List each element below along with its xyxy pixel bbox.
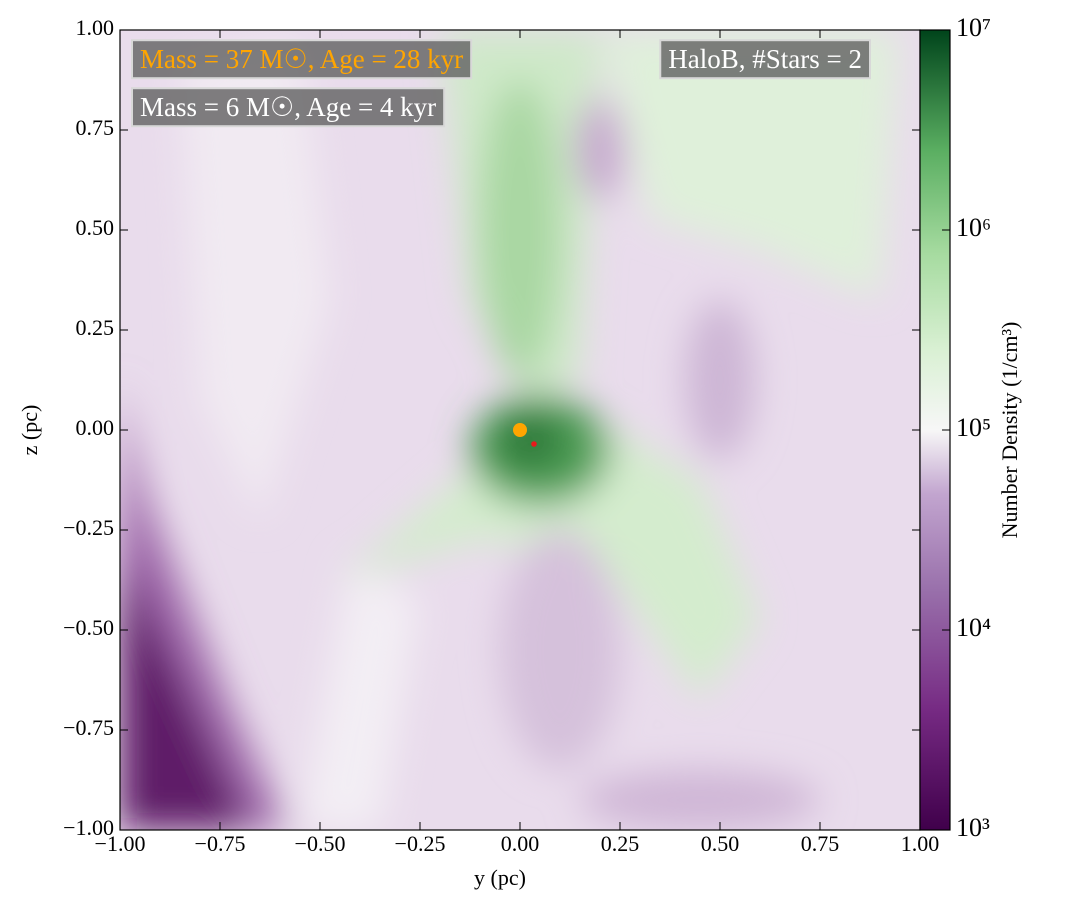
x-tick-label: 0.00 — [501, 831, 540, 856]
y-tick-label: 0.00 — [76, 415, 115, 440]
y-tick-label: −1.00 — [63, 815, 114, 840]
x-tick-label: −1.00 — [95, 831, 146, 856]
annotation: HaloB, #Stars = 2 — [668, 44, 862, 74]
colorbar-label: Number Density (1/cm³) — [997, 322, 1022, 539]
colorbar-tick-label: 10⁵ — [956, 413, 991, 442]
y-tick-label: 0.50 — [76, 215, 115, 240]
colorbar-tick-label: 10⁴ — [956, 613, 991, 642]
annotation-box — [131, 39, 473, 80]
y-tick-label: 1.00 — [76, 15, 115, 40]
y-axis-label: z (pc) — [17, 405, 42, 456]
star-marker — [531, 441, 537, 447]
x-tick-label: 0.75 — [801, 831, 840, 856]
annotation-box — [659, 39, 871, 80]
density-field — [120, 30, 920, 830]
colorbar-tick-label: 10³ — [956, 813, 990, 842]
star-marker — [513, 423, 527, 437]
annotation: Mass = 37 M☉, Age = 28 kyr — [140, 44, 463, 74]
x-tick-label: −0.75 — [195, 831, 246, 856]
colorbar-tick-label: 10⁷ — [956, 13, 991, 42]
x-tick-label: 1.00 — [901, 831, 940, 856]
y-tick-label: 0.25 — [76, 315, 115, 340]
y-tick-label: 0.75 — [76, 115, 115, 140]
y-tick-label: −0.50 — [63, 615, 114, 640]
x-tick-label: −0.25 — [395, 831, 446, 856]
x-axis-label: y (pc) — [474, 865, 526, 890]
annotation-box — [131, 87, 446, 128]
annotation: Mass = 6 M☉, Age = 4 kyr — [140, 92, 436, 122]
y-tick-label: −0.25 — [63, 515, 114, 540]
y-tick-label: −0.75 — [63, 715, 114, 740]
x-tick-label: 0.25 — [601, 831, 640, 856]
x-tick-label: −0.50 — [295, 831, 346, 856]
x-tick-label: 0.50 — [701, 831, 740, 856]
colorbar-tick-label: 10⁶ — [956, 213, 991, 242]
